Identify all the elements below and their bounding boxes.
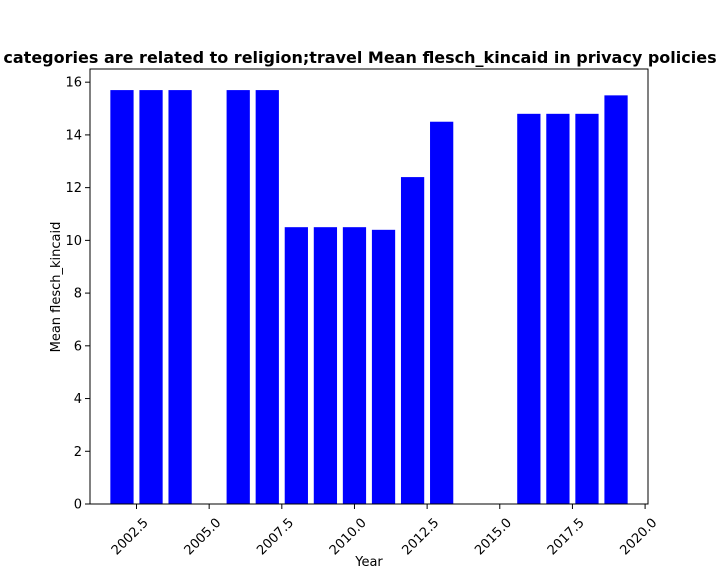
bars-group bbox=[110, 90, 628, 505]
bar-2002 bbox=[110, 90, 134, 504]
x-tick-label: 2010.0 bbox=[327, 516, 370, 559]
x-axis: 2002.5 2005.0 2007.5 2010.0 2012.5 2015.0 2017… bbox=[109, 504, 660, 558]
y-tick-label: 4 bbox=[74, 392, 82, 407]
bar-2017 bbox=[546, 113, 570, 505]
x-tick-label: 2002.5 bbox=[109, 516, 152, 559]
y-tick-label: 0 bbox=[74, 498, 82, 513]
bar-2004 bbox=[168, 90, 192, 504]
y-tick-label: 6 bbox=[74, 339, 82, 354]
x-tick-label: 2012.5 bbox=[400, 516, 443, 559]
bar-2009 bbox=[313, 227, 338, 504]
x-tick-label: 2007.5 bbox=[254, 516, 297, 559]
x-tick-label: 2017.5 bbox=[545, 516, 588, 559]
bar-2013 bbox=[430, 121, 454, 505]
chart-title: categories are related to religion;trave… bbox=[3, 48, 716, 67]
y-axis: 0 2 4 6 8 10 12 14 16 bbox=[65, 76, 90, 513]
bar-2010 bbox=[342, 227, 367, 504]
y-axis-label: Mean flesch_kincaid bbox=[49, 222, 64, 353]
bar-2003 bbox=[139, 90, 163, 504]
x-tick-label: 2005.0 bbox=[182, 516, 225, 559]
bar-2006 bbox=[226, 90, 250, 504]
y-tick-label: 10 bbox=[65, 234, 82, 249]
bar-2019 bbox=[604, 95, 628, 504]
bar-2007 bbox=[255, 90, 279, 504]
y-tick-label: 12 bbox=[65, 181, 82, 196]
bar-2011 bbox=[371, 229, 396, 504]
y-tick-label: 16 bbox=[65, 76, 82, 91]
x-tick-label: 2020.0 bbox=[617, 516, 660, 559]
bar-2012 bbox=[400, 177, 425, 504]
bar-2018 bbox=[575, 113, 599, 505]
y-tick-label: 2 bbox=[74, 445, 82, 460]
y-tick-label: 8 bbox=[74, 287, 82, 302]
bar-2008 bbox=[284, 227, 308, 504]
y-tick-label: 14 bbox=[65, 128, 82, 143]
bar-2016 bbox=[517, 113, 541, 505]
x-tick-label: 2015.0 bbox=[472, 516, 515, 559]
plot-frame bbox=[89, 68, 649, 505]
x-axis-label: Year bbox=[354, 555, 383, 570]
